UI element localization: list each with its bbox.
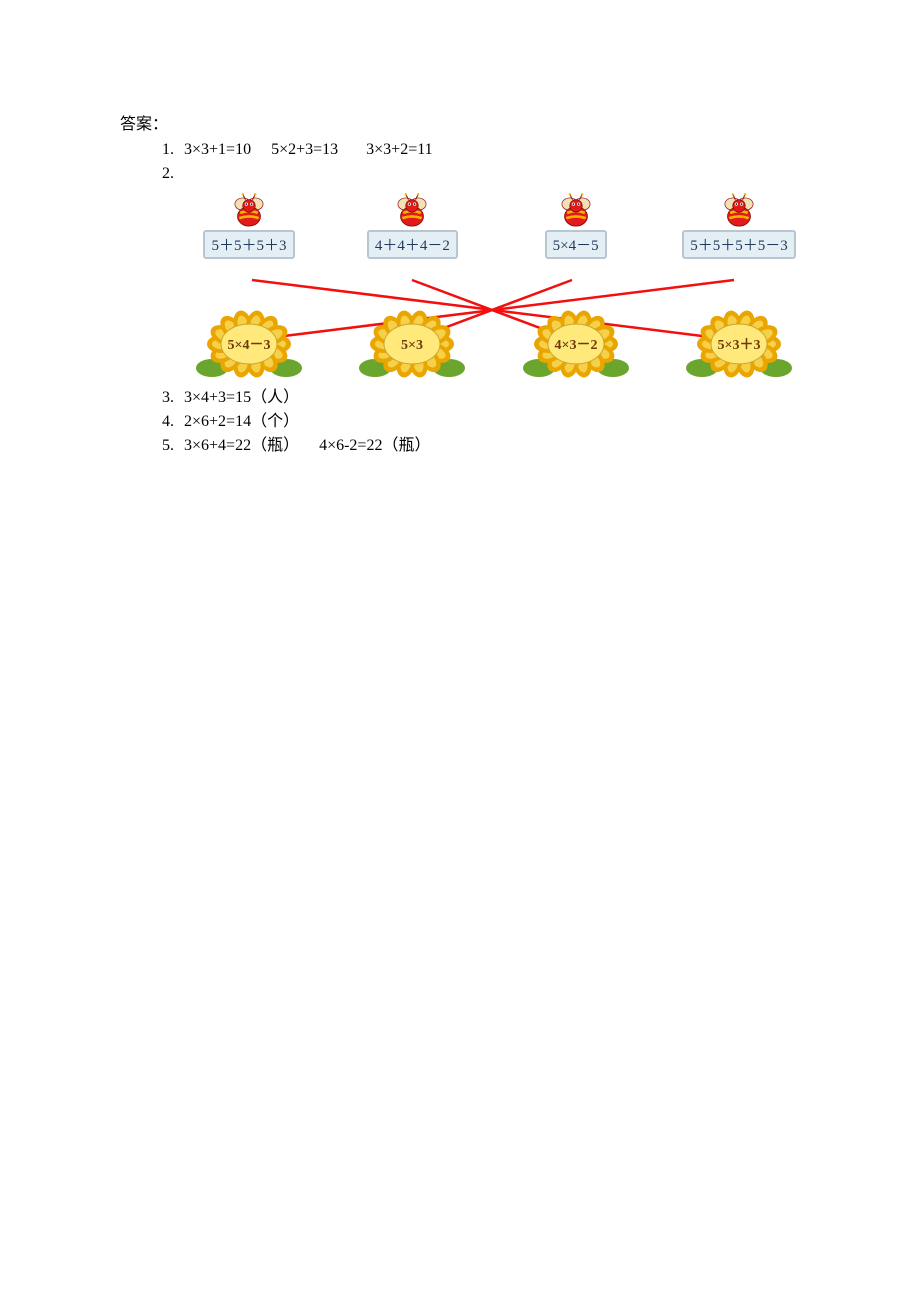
answer-item-1: 1.3×3+1=10 5×2+3=13 3×3+2=11 <box>162 138 920 162</box>
expression-box: 5×4－5 <box>545 230 607 259</box>
bee-icon <box>227 190 271 234</box>
equation: 3×4+3=15（人） <box>184 389 299 406</box>
bee-cell: 5＋5＋5＋3 <box>174 190 324 259</box>
flower-cell: 5×3 <box>337 308 487 380</box>
diagram-bottom-row: 5×4－3 5×3 4×3－2 5×3＋3 <box>174 308 814 380</box>
equation: 4×6-2=22（瓶） <box>319 437 430 454</box>
matching-diagram: 5＋5＋5＋3 4＋4＋4－2 5×4－5 5＋5＋5＋5 <box>174 190 814 380</box>
bee-cell: 4＋4＋4－2 <box>337 190 487 259</box>
expression-box: 4＋4＋4－2 <box>367 230 458 259</box>
expression-box: 5＋5＋5＋3 <box>203 230 294 259</box>
bee-icon <box>554 190 598 234</box>
flower-cell: 5×4－3 <box>174 308 324 380</box>
svg-text:4×3－2: 4×3－2 <box>554 338 597 353</box>
bee-icon <box>717 190 761 234</box>
bee-cell: 5＋5＋5＋5－3 <box>664 190 814 259</box>
answer-item-2: 2. <box>162 162 920 186</box>
svg-text:5×3: 5×3 <box>401 338 423 353</box>
diagram-top-row: 5＋5＋5＋3 4＋4＋4－2 5×4－5 5＋5＋5＋5 <box>174 190 814 259</box>
item-number: 3. <box>162 386 184 410</box>
answer-title: 答案： <box>120 110 920 134</box>
svg-text:5×3＋3: 5×3＋3 <box>717 338 760 353</box>
flower-cell: 4×3－2 <box>501 308 651 380</box>
page: 答案： 1.3×3+1=10 5×2+3=13 3×3+2=11 2. 5＋5＋… <box>0 0 920 458</box>
equation: 3×6+4=22（瓶） <box>184 437 299 454</box>
answer-item-4: 4.2×6+2=14（个） <box>162 410 920 434</box>
sunflower-icon: 5×4－3 <box>194 308 304 380</box>
expression-box: 5＋5＋5＋5－3 <box>682 230 796 259</box>
bee-icon <box>390 190 434 234</box>
answer-item-3: 3.3×4+3=15（人） <box>162 386 920 410</box>
item-number: 1. <box>162 138 184 162</box>
bee-cell: 5×4－5 <box>501 190 651 259</box>
svg-text:5×4－3: 5×4－3 <box>228 338 271 353</box>
item-number: 2. <box>162 162 184 186</box>
flower-cell: 5×3＋3 <box>664 308 814 380</box>
equation: 5×2+3=13 <box>271 141 338 158</box>
equation: 2×6+2=14（个） <box>184 413 299 430</box>
equation: 3×3+1=10 <box>184 141 251 158</box>
answer-item-5: 5.3×6+4=22（瓶） 4×6-2=22（瓶） <box>162 434 920 458</box>
sunflower-icon: 5×3 <box>357 308 467 380</box>
item-number: 4. <box>162 410 184 434</box>
sunflower-icon: 4×3－2 <box>521 308 631 380</box>
equation: 3×3+2=11 <box>366 141 432 158</box>
sunflower-icon: 5×3＋3 <box>684 308 794 380</box>
item-number: 5. <box>162 434 184 458</box>
